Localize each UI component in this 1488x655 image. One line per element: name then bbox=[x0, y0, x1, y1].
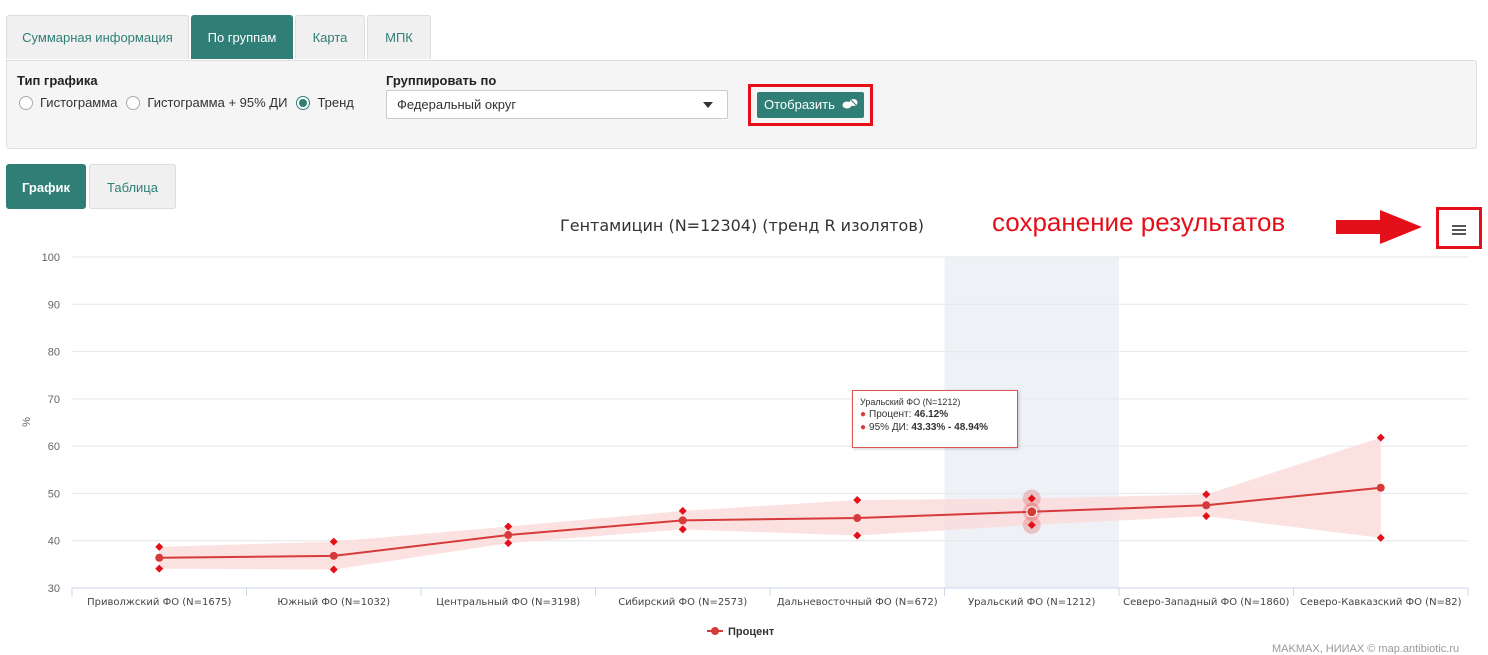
ci-marker bbox=[1202, 512, 1211, 521]
y-tick-label: 30 bbox=[48, 583, 60, 595]
tooltip-ci-value: 43.33% - 48.94% bbox=[911, 422, 989, 433]
y-tick-label: 40 bbox=[48, 536, 60, 548]
ci-marker bbox=[678, 525, 687, 534]
ci-marker bbox=[1027, 494, 1036, 503]
chart-tooltip: Уральский ФО (N=1212) ● Процент: 46.12% ●… bbox=[852, 390, 1018, 448]
ci-band bbox=[159, 437, 1381, 570]
y-tick-label: 80 bbox=[48, 347, 60, 359]
tab-chart[interactable]: График bbox=[6, 164, 86, 209]
data-point bbox=[155, 553, 164, 562]
data-point bbox=[678, 516, 687, 525]
ci-marker bbox=[329, 565, 338, 574]
show-button[interactable]: Отобразить bbox=[757, 92, 864, 118]
legend-marker bbox=[711, 627, 719, 635]
footer-credit: MAKMAX, НИИАХ © map.antibiotic.ru bbox=[1272, 643, 1460, 655]
data-point bbox=[1202, 501, 1211, 510]
tab-map[interactable]: Карта bbox=[295, 15, 365, 59]
radio-circle[interactable] bbox=[19, 95, 33, 110]
filter-panel: Тип графика Гистограмма Гистограмма + 95… bbox=[6, 60, 1477, 149]
show-button-label: Отобразить bbox=[764, 97, 835, 112]
caret-down-icon bbox=[703, 102, 713, 108]
ci-marker bbox=[1376, 533, 1385, 542]
y-axis-label: % bbox=[21, 417, 33, 427]
x-tick-label: Центральный ФО (N=3198) bbox=[436, 597, 580, 608]
data-point bbox=[853, 514, 862, 523]
y-tick-label: 100 bbox=[42, 252, 60, 264]
tooltip-percent-value: 46.12% bbox=[914, 409, 949, 420]
radio-label: Гистограмма bbox=[40, 95, 118, 110]
view-tabs: График Таблица bbox=[6, 164, 179, 209]
data-point bbox=[329, 551, 338, 560]
radio-trend[interactable]: Тренд bbox=[296, 95, 354, 110]
menu-icon-bar bbox=[1452, 225, 1466, 227]
tooltip-percent-label: Процент: bbox=[869, 409, 912, 420]
ci-marker bbox=[1202, 490, 1211, 499]
tab-summary[interactable]: Суммарная информация bbox=[6, 15, 189, 59]
export-menu-button[interactable] bbox=[1436, 207, 1482, 249]
ci-marker bbox=[504, 522, 513, 531]
radio-label: Гистограмма + 95% ДИ bbox=[147, 95, 288, 110]
x-tick-label: Северо-Кавказский ФО (N=82) bbox=[1300, 597, 1462, 608]
tooltip-ci-label: 95% ДИ: bbox=[869, 422, 909, 433]
data-point bbox=[1026, 506, 1038, 518]
tooltip-ci-row: ● 95% ДИ: 43.33% - 48.94% bbox=[860, 422, 989, 433]
radio-label: Тренд bbox=[317, 95, 354, 110]
ci-marker bbox=[329, 537, 338, 546]
ci-marker bbox=[1376, 433, 1385, 442]
arrow-icon bbox=[1336, 210, 1422, 244]
x-tick-label: Южный ФО (N=1032) bbox=[277, 597, 390, 608]
radio-histogram[interactable]: Гистограмма bbox=[19, 95, 117, 110]
menu-icon-bar bbox=[1452, 229, 1466, 231]
show-button-highlight: Отобразить bbox=[748, 84, 873, 126]
radio-circle[interactable] bbox=[126, 95, 141, 110]
series-line bbox=[159, 486, 1381, 559]
tab-table[interactable]: Таблица bbox=[89, 164, 176, 209]
pills-icon bbox=[842, 99, 858, 109]
y-tick-label: 60 bbox=[48, 441, 60, 453]
ci-marker bbox=[853, 531, 862, 540]
x-tick-label: Уральский ФО (N=1212) bbox=[968, 597, 1095, 608]
group-by-label: Группировать по bbox=[386, 73, 497, 88]
tab-by-groups[interactable]: По группам bbox=[191, 15, 293, 59]
tab-mic[interactable]: МПК bbox=[367, 15, 431, 59]
x-tick-label: Дальневосточный ФО (N=672) bbox=[777, 597, 938, 608]
radio-histogram-ci[interactable]: Гистограмма + 95% ДИ bbox=[126, 95, 287, 110]
y-tick-label: 90 bbox=[48, 299, 60, 311]
group-by-value: Федеральный округ bbox=[397, 97, 517, 112]
group-by-select[interactable]: Федеральный округ bbox=[386, 90, 728, 119]
chart-type-label: Тип графика bbox=[17, 73, 98, 88]
data-point bbox=[1376, 483, 1385, 492]
ci-marker bbox=[853, 496, 862, 505]
y-tick-label: 70 bbox=[48, 394, 60, 406]
legend-label: Процент bbox=[728, 626, 775, 638]
y-tick-label: 50 bbox=[48, 488, 60, 500]
ci-marker bbox=[1027, 520, 1036, 529]
top-tabs: Суммарная информация По группам Карта МП… bbox=[6, 15, 433, 59]
data-point bbox=[504, 531, 513, 540]
save-results-annotation: сохранение результатов bbox=[992, 207, 1286, 237]
x-tick-label: Сибирский ФО (N=2573) bbox=[618, 597, 747, 608]
menu-icon-bar bbox=[1452, 233, 1466, 235]
tooltip-percent-row: ● Процент: 46.12% bbox=[860, 409, 949, 420]
x-tick-label: Северо-Западный ФО (N=1860) bbox=[1123, 597, 1289, 608]
tooltip-header: Уральский ФО (N=1212) bbox=[860, 397, 961, 407]
x-tick-label: Приволжский ФО (N=1675) bbox=[87, 597, 231, 608]
radio-circle-checked[interactable] bbox=[296, 95, 311, 110]
chart-type-radio-group: Гистограмма Гистограмма + 95% ДИ Тренд bbox=[19, 95, 363, 110]
ci-marker bbox=[155, 564, 164, 573]
ci-marker bbox=[155, 542, 164, 551]
chart-title: Гентамицин (N=12304) (тренд R изолятов) bbox=[560, 216, 924, 235]
ci-marker bbox=[504, 539, 513, 548]
ci-marker bbox=[678, 506, 687, 515]
